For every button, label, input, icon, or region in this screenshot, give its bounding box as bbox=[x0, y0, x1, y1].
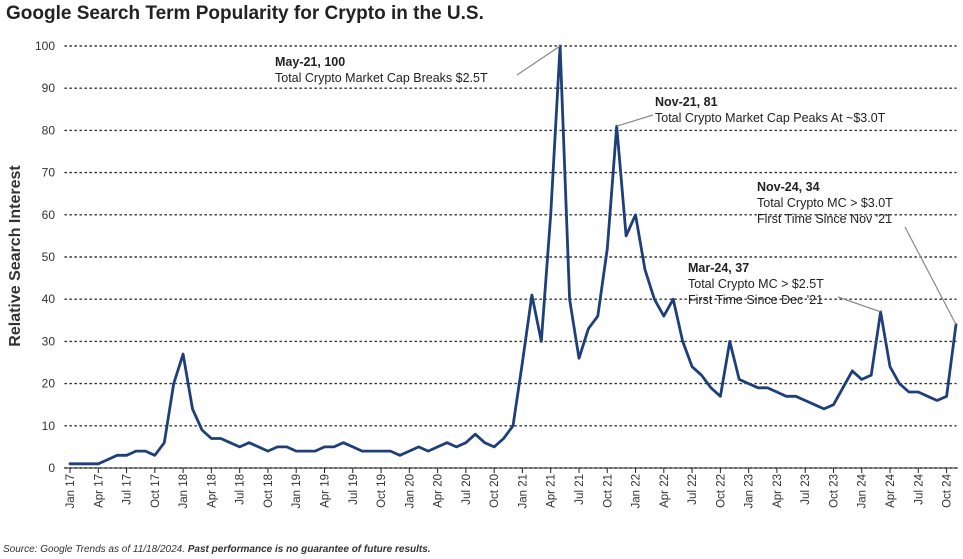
x-tick-label: Jul 17 bbox=[122, 474, 134, 505]
y-tick-label: 90 bbox=[42, 81, 56, 95]
annotation-leader bbox=[616, 114, 654, 127]
annotation-text: Total Crypto Market Cap Breaks $2.5T bbox=[275, 71, 488, 85]
y-tick-label: 100 bbox=[35, 39, 55, 53]
x-tick-label: Oct 23 bbox=[828, 474, 840, 508]
annotation-text: Total Crypto MC > $2.5T bbox=[688, 277, 824, 291]
x-tick-label: Apr 24 bbox=[885, 473, 897, 507]
annotation-text: Total Crypto Market Cap Peaks At ~$3.0T bbox=[655, 111, 886, 125]
x-tick-label: Jan 22 bbox=[631, 474, 643, 509]
annotation-text: First Time Since Nov '21 bbox=[757, 212, 892, 226]
y-tick-label: 30 bbox=[42, 334, 56, 348]
x-tick-label: Apr 17 bbox=[93, 474, 105, 508]
y-tick-label: 80 bbox=[42, 123, 56, 137]
annotation-heading: Mar-24, 37 bbox=[688, 261, 749, 275]
annotations: May-21, 100 Total Crypto Market Cap Break… bbox=[275, 45, 957, 325]
x-tick-label: Jan 17 bbox=[65, 474, 77, 509]
y-axis-ticks: 0 10 20 30 40 50 60 70 80 90 100 bbox=[35, 39, 55, 475]
x-tick-label: Jul 21 bbox=[574, 474, 586, 505]
x-tick-label: Oct 22 bbox=[715, 474, 727, 508]
x-tick-label: Oct 18 bbox=[263, 474, 275, 508]
x-tick-label: Apr 20 bbox=[433, 474, 445, 508]
x-tick-label: Apr 19 bbox=[319, 474, 331, 508]
y-tick-label: 70 bbox=[42, 166, 56, 180]
annotation-leader bbox=[516, 45, 561, 76]
x-tick-label: Apr 23 bbox=[772, 474, 784, 508]
x-tick-label: Jan 18 bbox=[178, 474, 190, 509]
x-tick-label: Oct 21 bbox=[602, 474, 614, 508]
x-tick-label: Jan 23 bbox=[744, 474, 756, 509]
y-tick-label: 40 bbox=[42, 292, 56, 306]
annotation-heading: Nov-24, 34 bbox=[757, 180, 820, 194]
x-tick-label: Jul 20 bbox=[461, 474, 473, 505]
y-axis-label: Relative Search Interest bbox=[7, 165, 24, 347]
annotation-heading: Nov-21, 81 bbox=[655, 95, 718, 109]
source-text: Source: Google Trends as of 11/18/2024. bbox=[3, 544, 188, 555]
series-group bbox=[68, 44, 958, 466]
series-line bbox=[68, 44, 958, 466]
y-tick-label: 10 bbox=[42, 419, 56, 433]
x-tick-label: Jul 18 bbox=[235, 474, 247, 505]
y-tick-label: 20 bbox=[42, 377, 56, 391]
x-tick-label: Apr 21 bbox=[546, 474, 558, 508]
x-tick-label: Jul 19 bbox=[348, 474, 360, 505]
annotation-leader bbox=[904, 226, 957, 325]
x-axis: Jan 17 Apr 17 Jul 17 Oct 17 Jan 18 Apr 18 Jul … bbox=[64, 467, 958, 509]
x-tick-label: Jul 23 bbox=[800, 474, 812, 505]
x-tick-label: Apr 22 bbox=[659, 474, 671, 508]
x-tick-label: Oct 20 bbox=[489, 474, 501, 508]
gridlines bbox=[64, 45, 957, 469]
x-tick-label: Jul 24 bbox=[913, 473, 925, 504]
y-tick-label: 60 bbox=[42, 208, 56, 222]
x-tick-label: Oct 19 bbox=[376, 474, 388, 508]
x-tick-label: Jan 19 bbox=[291, 474, 303, 509]
annotation-heading: May-21, 100 bbox=[275, 55, 345, 69]
annotation-leader bbox=[837, 296, 881, 313]
y-tick-label: 50 bbox=[42, 250, 56, 264]
y-tick-label: 0 bbox=[48, 461, 55, 475]
x-tick-label: Jan 21 bbox=[517, 474, 529, 509]
annotation-text: Total Crypto MC > $3.0T bbox=[757, 196, 893, 210]
x-tick-label: Jul 22 bbox=[687, 474, 699, 505]
x-tick-label: Jan 20 bbox=[404, 474, 416, 509]
annotation-text: First Time Since Dec '21 bbox=[688, 293, 823, 307]
x-tick-label: Jan 24 bbox=[857, 473, 869, 508]
x-tick-label: Apr 18 bbox=[206, 474, 218, 508]
source-note: Source: Google Trends as of 11/18/2024. … bbox=[3, 544, 431, 555]
disclaimer-text: Past performance is no guarantee of futu… bbox=[187, 544, 431, 555]
x-tick-label: Oct 17 bbox=[150, 474, 162, 508]
x-tick-label: Oct 24 bbox=[942, 473, 954, 507]
chart-title: Google Search Term Popularity for Crypto… bbox=[6, 3, 484, 24]
